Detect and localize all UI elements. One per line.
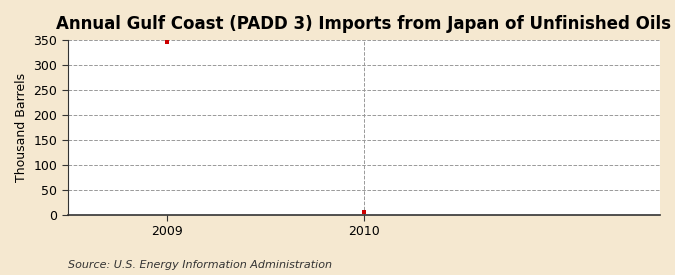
Text: Source: U.S. Energy Information Administration: Source: U.S. Energy Information Administ…	[68, 260, 331, 270]
Title: Annual Gulf Coast (PADD 3) Imports from Japan of Unfinished Oils: Annual Gulf Coast (PADD 3) Imports from …	[57, 15, 672, 33]
Y-axis label: Thousand Barrels: Thousand Barrels	[15, 73, 28, 182]
